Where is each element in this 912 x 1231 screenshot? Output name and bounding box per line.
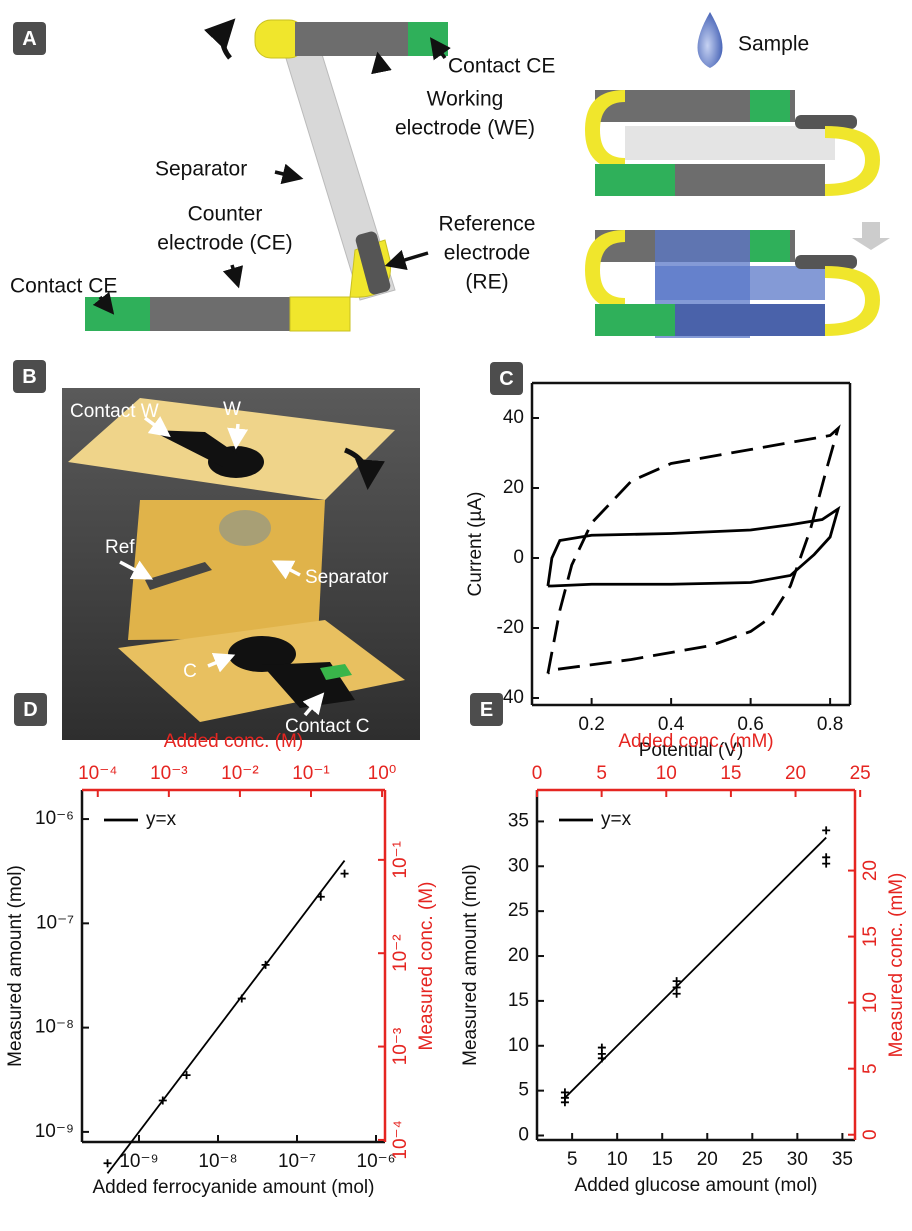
panel-label: C [499, 368, 513, 390]
annotation: electrode (WE) [395, 117, 535, 140]
y2-tick-label: 10⁻² [390, 934, 411, 972]
legend-label: y=x [146, 809, 177, 830]
y-axis-label: Measured amount (mol) [5, 865, 26, 1067]
annotation: Counter [188, 203, 263, 226]
arrow [388, 253, 428, 265]
x2-tick-label: 10⁻² [221, 763, 259, 784]
annotation: Working [427, 88, 504, 111]
figure: A Contact CE Working electrode (WE) Separato… [0, 0, 912, 1231]
annotation: electrode (CE) [157, 232, 292, 255]
x-tick-label: 15 [652, 1149, 673, 1170]
y2-tick-label: 10 [860, 992, 881, 1013]
x-tick-label: 10 [607, 1149, 628, 1170]
x2-tick-label: 15 [720, 763, 741, 784]
x-tick-label: 30 [787, 1149, 808, 1170]
panel-label: E [480, 699, 493, 721]
y2-axis-label: Measured conc. (mM) [886, 873, 907, 1058]
x2-tick-label: 10 [656, 763, 677, 784]
x-tick-label: 0.8 [817, 714, 843, 735]
annotation: electrode [444, 242, 530, 265]
photo-annotation: W [223, 399, 241, 420]
photo-annotation: C [183, 661, 197, 682]
legend-label: y=x [601, 809, 632, 830]
x-axis-label: Added ferrocyanide amount (mol) [93, 1177, 375, 1198]
annotation: Reference [439, 213, 536, 236]
annotation: Sample [738, 33, 809, 56]
arrow [275, 172, 300, 178]
y-tick-label: 20 [508, 945, 529, 966]
panel-label: B [22, 366, 36, 388]
x2-tick-label: 10⁰ [368, 763, 397, 784]
x2-tick-label: 10⁻³ [150, 763, 188, 784]
x2-tick-label: 0 [532, 763, 543, 784]
x-tick-label: 10⁻⁷ [278, 1151, 316, 1172]
data-point [822, 860, 830, 868]
x2-axis-label: Added conc. (mM) [618, 731, 773, 752]
y-tick-label: 40 [503, 407, 524, 428]
x-tick-label: 25 [742, 1149, 763, 1170]
annotation: Contact CE [448, 55, 555, 78]
y-tick-label: 35 [508, 810, 529, 831]
y-tick-label: 10⁻⁹ [35, 1121, 74, 1142]
y-tick-label: -20 [497, 617, 524, 638]
arrow [236, 424, 238, 446]
y2-tick-label: 10⁻³ [390, 1028, 411, 1066]
data-line [548, 429, 838, 674]
y-tick-label: 5 [518, 1080, 529, 1101]
y2-tick-label: 10⁻⁴ [390, 1120, 411, 1159]
data-point [341, 870, 349, 878]
annotation: (RE) [465, 271, 508, 294]
y2-tick-label: 20 [860, 860, 881, 881]
y-tick-label: 30 [508, 855, 529, 876]
y-tick-label: 0 [518, 1125, 529, 1146]
photo-b [62, 388, 420, 740]
x2-tick-label: 25 [850, 763, 871, 784]
y-tick-label: 0 [513, 547, 524, 568]
data-point [822, 826, 830, 834]
y2-axis-label: Measured conc. (M) [416, 882, 437, 1051]
x2-axis-label: Added conc. (M) [164, 731, 303, 752]
y2-tick-label: 10⁻¹ [390, 841, 411, 879]
x-axis-label: Added glucose amount (mol) [575, 1175, 818, 1196]
y2-tick-label: 5 [860, 1063, 881, 1074]
x-tick-label: 5 [567, 1149, 578, 1170]
page: A Contact CE Working electrode (WE) Separato… [0, 0, 912, 1231]
y-tick-label: 15 [508, 990, 529, 1011]
photo-annotation: Ref [105, 537, 135, 558]
x2-tick-label: 10⁻¹ [292, 763, 330, 784]
arrow [232, 265, 238, 285]
x-tick-label: 35 [832, 1149, 853, 1170]
panel-label: A [22, 28, 36, 50]
data-point [673, 990, 681, 998]
y-tick-label: 20 [503, 477, 524, 498]
y-tick-label: 10⁻⁶ [35, 808, 74, 829]
data-line [108, 861, 345, 1174]
x-tick-label: 10⁻⁸ [198, 1151, 237, 1172]
x-tick-label: 10⁻⁹ [119, 1151, 158, 1172]
photo-annotation: Separator [305, 567, 389, 588]
y-tick-label: 25 [508, 900, 529, 921]
y-tick-label: 10⁻⁸ [35, 1017, 74, 1038]
x2-tick-label: 20 [785, 763, 806, 784]
x-tick-label: 20 [697, 1149, 718, 1170]
x-tick-label: 0.2 [578, 714, 604, 735]
x2-tick-label: 5 [596, 763, 607, 784]
y-tick-label: 10⁻⁷ [36, 912, 74, 933]
data-point [104, 1159, 112, 1167]
arrow [378, 55, 380, 65]
y-axis-label: Measured amount (mol) [460, 864, 481, 1066]
y2-tick-label: 0 [860, 1129, 881, 1140]
panel-label: D [23, 699, 37, 721]
data-point [561, 1098, 569, 1106]
annotation: Separator [155, 158, 247, 181]
y-axis-label: Current (µA) [465, 492, 486, 597]
data-point [598, 1054, 606, 1062]
x2-tick-label: 10⁻⁴ [78, 763, 117, 784]
annotation: Contact CE [10, 275, 117, 298]
y2-tick-label: 15 [860, 926, 881, 947]
data-point [317, 893, 325, 901]
y-tick-label: 10 [508, 1035, 529, 1056]
